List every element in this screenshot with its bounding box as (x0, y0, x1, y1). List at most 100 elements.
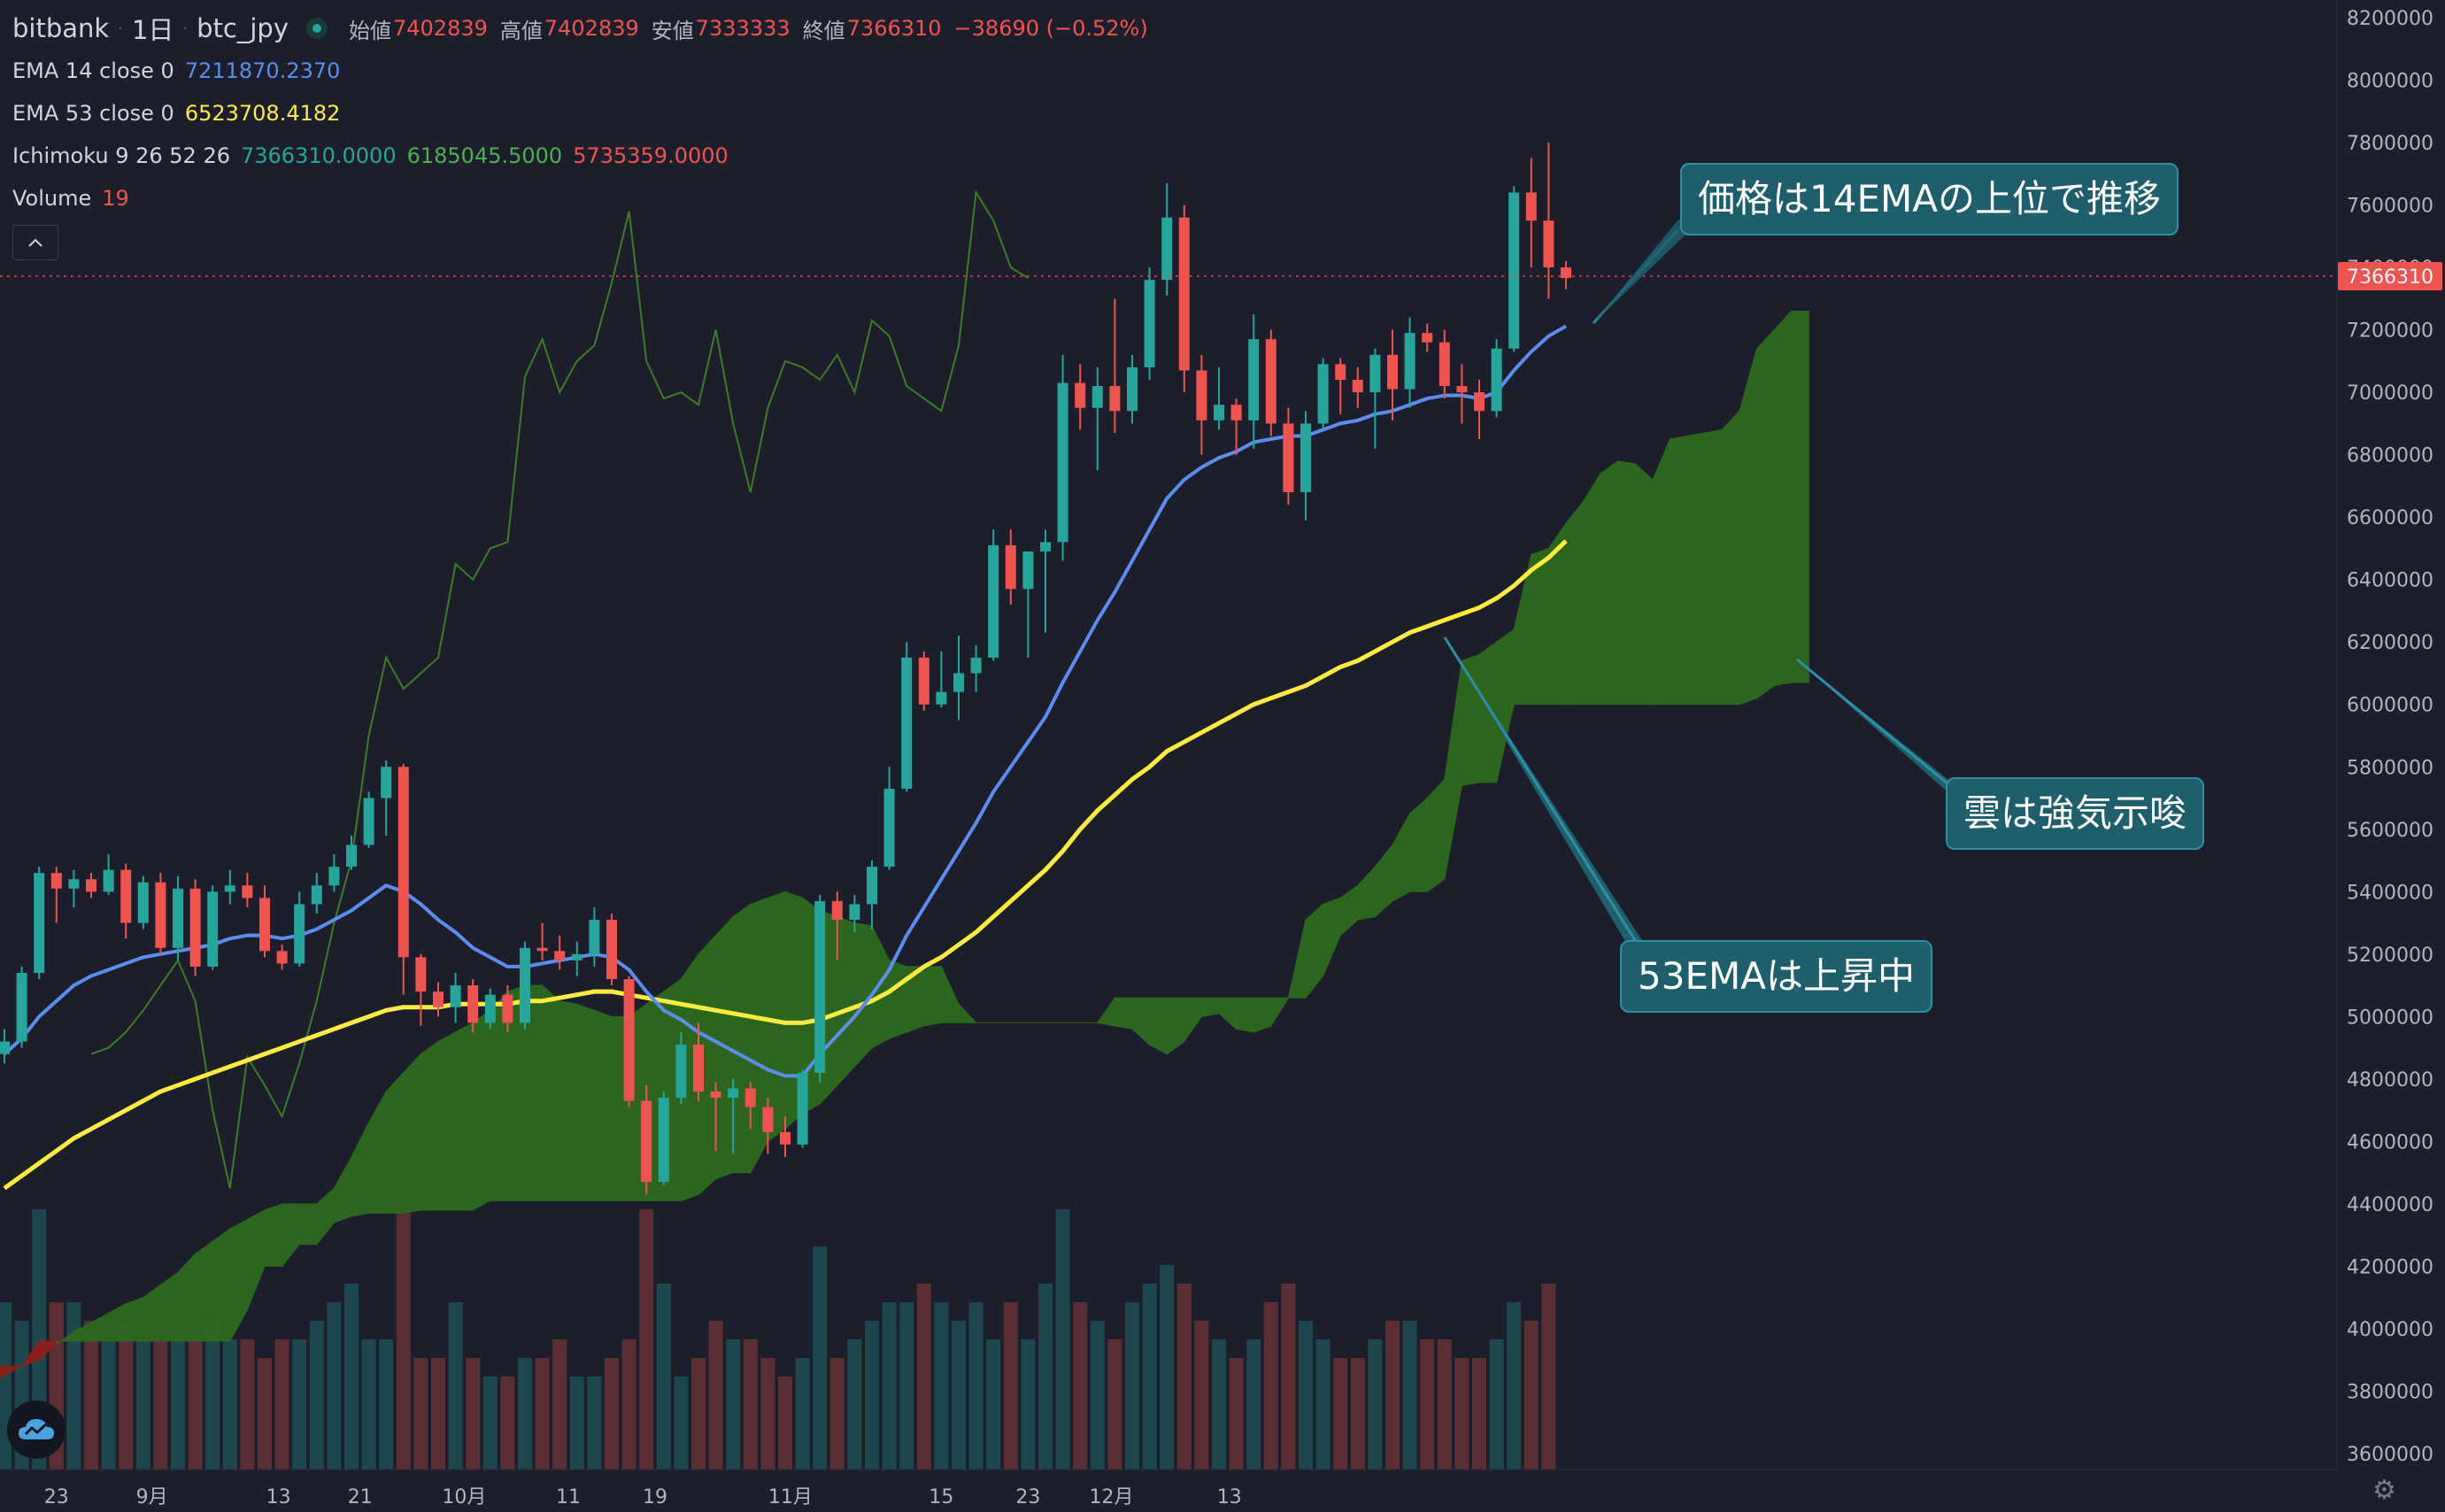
cloud-segment (593, 1009, 613, 1201)
candle-body (693, 1045, 704, 1092)
price-tick-label: 7600000 (2347, 196, 2433, 218)
cloud-segment (1096, 996, 1115, 1027)
cloud-segment (576, 1003, 595, 1201)
candle-body (1265, 339, 1276, 424)
volume-bar (379, 1339, 394, 1470)
candle-body (1317, 364, 1329, 424)
candle-body (710, 1091, 721, 1099)
candle-body (1214, 405, 1224, 420)
time-tick-label: 13 (1217, 1486, 1242, 1508)
legend-ichimoku[interactable]: Ichimoku 9 26 52 26 7366310.0000 6185045… (12, 135, 1161, 177)
time-tick-label: 19 (643, 1486, 667, 1508)
ema53-value: 6523708.4182 (184, 101, 341, 126)
volume-bar (361, 1339, 376, 1470)
candle-body (207, 891, 219, 967)
candle-body (137, 882, 149, 923)
cloud-segment (1634, 463, 1654, 706)
symbol-name[interactable]: btc_jpy (197, 13, 289, 43)
price-tick-label: 7200000 (2347, 320, 2433, 343)
candle-body (867, 867, 877, 905)
volume-bar (119, 1321, 134, 1470)
price-axis-bg[interactable] (2337, 0, 2445, 1512)
volume-bar (656, 1284, 671, 1470)
candle-body (1196, 370, 1207, 420)
volume-bar (518, 1358, 532, 1470)
candle-body (415, 957, 427, 992)
price-tick-label: 5600000 (2347, 820, 2433, 842)
cloud-segment (1270, 997, 1290, 1028)
cloud-segment (316, 1187, 335, 1246)
legend-ema14[interactable]: EMA 14 close 0 7211870.2370 (12, 50, 1161, 92)
candle-body (1438, 342, 1450, 387)
volume-bar (1176, 1284, 1192, 1470)
cloud-segment (1253, 997, 1272, 1033)
volume-bar (188, 1339, 203, 1470)
volume-bar (1003, 1302, 1018, 1470)
candle-body (849, 904, 860, 921)
high-value: 7402839 (544, 16, 639, 41)
candle-body (1091, 386, 1103, 408)
candle-body (1422, 333, 1433, 343)
open-value: 7402839 (392, 16, 488, 41)
cloud-segment (1426, 778, 1446, 893)
time-axis-ticks: 23 9月 13 21 10月 11 19 11月 15 23 12月 13 (44, 1486, 1242, 1508)
candle-body (467, 985, 479, 1023)
interval-label[interactable]: 1日 (131, 15, 174, 45)
cloud-segment (420, 1040, 439, 1211)
price-tick-label: 5000000 (2347, 1007, 2433, 1029)
cloud-segment (368, 1090, 387, 1214)
volume-bar (1507, 1302, 1522, 1470)
separator-dot: · (182, 19, 189, 38)
legend-ema53[interactable]: EMA 53 close 0 6523708.4182 (12, 92, 1161, 135)
candle-body (68, 879, 80, 889)
candle-body (1369, 354, 1381, 393)
volume-bar (1454, 1358, 1469, 1470)
close-value: 7366310 (846, 16, 942, 41)
volume-bar (1246, 1339, 1261, 1470)
candle-body (1127, 366, 1138, 412)
cloud-segment (159, 1271, 179, 1342)
cloud-segment (1184, 997, 1202, 1044)
candle-body (502, 994, 513, 1023)
candle-body (86, 879, 96, 892)
cloud-segment (177, 1253, 197, 1342)
price-tick-label: 5200000 (2347, 945, 2433, 967)
candle-body (1491, 348, 1502, 412)
volume-bar (1472, 1358, 1486, 1470)
volume-bar (171, 1302, 185, 1470)
cloud-segment (351, 1122, 370, 1217)
cloud-segment (767, 891, 786, 1143)
cloud-segment (1496, 629, 1515, 783)
collapse-legend-button[interactable] (12, 225, 58, 260)
low-value: 7333333 (695, 16, 791, 41)
legend-volume[interactable]: Volume 19 (12, 177, 1161, 220)
cloud-segment (1287, 919, 1307, 999)
volume-bar (552, 1339, 567, 1470)
volume-bar (396, 1172, 411, 1470)
volume-bar (413, 1358, 428, 1470)
close-label: 終値 (802, 18, 845, 43)
cloud-segment (4, 1365, 22, 1377)
cloud-segment (923, 966, 942, 1027)
candle-body (346, 845, 357, 868)
cloud-segment (1166, 997, 1185, 1055)
candle-body (16, 972, 27, 1042)
cloud-segment (298, 1203, 318, 1246)
price-tick-label: 6200000 (2347, 632, 2433, 654)
price-tick-label: 7000000 (2347, 382, 2433, 405)
current-price-tag: 7366310 (2338, 262, 2442, 290)
time-tick-label: 9月 (136, 1486, 168, 1508)
exchange-name[interactable]: bitbank (12, 13, 110, 43)
candles (0, 143, 1571, 1195)
candle-body (988, 544, 999, 658)
cloud-segment (1531, 547, 1549, 706)
gear-icon[interactable]: ⚙ (2372, 1475, 2396, 1506)
candle-body (744, 1088, 756, 1107)
volume-bar (1194, 1321, 1209, 1470)
volume-bar (639, 1209, 654, 1470)
cloud-segment (1721, 410, 1740, 706)
candle-body (294, 904, 305, 964)
tradingview-logo[interactable] (7, 1400, 66, 1459)
separator-dot: · (118, 19, 123, 38)
